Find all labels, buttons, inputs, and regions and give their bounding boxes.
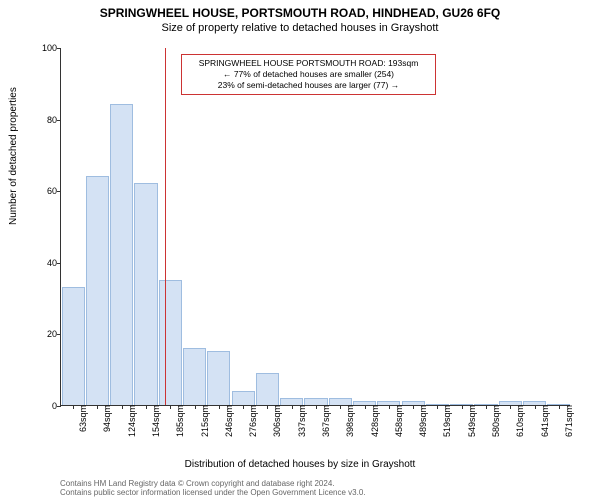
histogram-bar bbox=[62, 287, 85, 405]
footer-line-2: Contains public sector information licen… bbox=[60, 488, 366, 498]
x-tick-mark bbox=[292, 405, 293, 409]
x-tick-label: 124sqm bbox=[127, 405, 137, 437]
x-tick-label: 398sqm bbox=[345, 405, 355, 437]
histogram-bar bbox=[134, 183, 157, 405]
x-tick-mark bbox=[365, 405, 366, 409]
x-tick-label: 63sqm bbox=[78, 405, 88, 432]
annotation-line: ← 77% of detached houses are smaller (25… bbox=[188, 69, 429, 80]
x-tick-label: 610sqm bbox=[515, 405, 525, 437]
x-tick-mark bbox=[535, 405, 536, 409]
x-tick-mark bbox=[340, 405, 341, 409]
annotation-line: SPRINGWHEEL HOUSE PORTSMOUTH ROAD: 193sq… bbox=[188, 58, 429, 69]
x-tick-label: 489sqm bbox=[418, 405, 428, 437]
x-tick-label: 154sqm bbox=[151, 405, 161, 437]
histogram-bar bbox=[232, 391, 255, 405]
x-tick-label: 580sqm bbox=[491, 405, 501, 437]
x-tick-mark bbox=[243, 405, 244, 409]
property-marker-line bbox=[165, 48, 166, 405]
y-tick-mark bbox=[57, 334, 61, 335]
x-tick-mark bbox=[97, 405, 98, 409]
histogram-bar bbox=[207, 351, 230, 405]
x-tick-mark bbox=[73, 405, 74, 409]
histogram-bar bbox=[304, 398, 327, 405]
x-tick-label: 94sqm bbox=[102, 405, 112, 432]
x-tick-label: 306sqm bbox=[272, 405, 282, 437]
y-tick-mark bbox=[57, 48, 61, 49]
x-tick-mark bbox=[122, 405, 123, 409]
footer-line-1: Contains HM Land Registry data © Crown c… bbox=[60, 479, 366, 489]
x-tick-mark bbox=[510, 405, 511, 409]
x-tick-mark bbox=[437, 405, 438, 409]
x-tick-label: 367sqm bbox=[321, 405, 331, 437]
annotation-line: 23% of semi-detached houses are larger (… bbox=[188, 80, 429, 91]
y-tick-mark bbox=[57, 191, 61, 192]
histogram-bar bbox=[183, 348, 206, 405]
x-tick-mark bbox=[413, 405, 414, 409]
x-tick-mark bbox=[170, 405, 171, 409]
x-tick-label: 641sqm bbox=[540, 405, 550, 437]
histogram-bar bbox=[280, 398, 303, 405]
x-tick-label: 246sqm bbox=[224, 405, 234, 437]
x-tick-mark bbox=[486, 405, 487, 409]
x-tick-label: 337sqm bbox=[297, 405, 307, 437]
x-tick-label: 519sqm bbox=[442, 405, 452, 437]
y-tick-mark bbox=[57, 406, 61, 407]
y-tick-mark bbox=[57, 120, 61, 121]
x-tick-mark bbox=[146, 405, 147, 409]
footer-attribution: Contains HM Land Registry data © Crown c… bbox=[60, 479, 366, 498]
x-tick-label: 428sqm bbox=[370, 405, 380, 437]
chart-title: SPRINGWHEEL HOUSE, PORTSMOUTH ROAD, HIND… bbox=[0, 0, 600, 20]
annotation-box: SPRINGWHEEL HOUSE PORTSMOUTH ROAD: 193sq… bbox=[181, 54, 436, 95]
y-axis-label: Number of detached properties bbox=[8, 87, 19, 225]
x-tick-label: 185sqm bbox=[175, 405, 185, 437]
x-tick-label: 671sqm bbox=[564, 405, 574, 437]
x-tick-label: 215sqm bbox=[200, 405, 210, 437]
x-tick-mark bbox=[389, 405, 390, 409]
x-tick-mark bbox=[462, 405, 463, 409]
chart-plot-area: 02040608010063sqm94sqm124sqm154sqm185sqm… bbox=[60, 48, 570, 406]
x-tick-label: 276sqm bbox=[248, 405, 258, 437]
x-tick-mark bbox=[219, 405, 220, 409]
x-axis-label: Distribution of detached houses by size … bbox=[0, 459, 600, 470]
x-tick-mark bbox=[559, 405, 560, 409]
histogram-bar bbox=[159, 280, 182, 405]
x-tick-mark bbox=[267, 405, 268, 409]
chart-subtitle: Size of property relative to detached ho… bbox=[0, 20, 600, 34]
x-tick-label: 458sqm bbox=[394, 405, 404, 437]
x-tick-mark bbox=[316, 405, 317, 409]
histogram-bar bbox=[86, 176, 109, 405]
x-tick-mark bbox=[195, 405, 196, 409]
y-tick-mark bbox=[57, 263, 61, 264]
histogram-bar bbox=[256, 373, 279, 405]
x-tick-label: 549sqm bbox=[467, 405, 477, 437]
histogram-bar bbox=[329, 398, 352, 405]
histogram-bar bbox=[110, 104, 133, 405]
